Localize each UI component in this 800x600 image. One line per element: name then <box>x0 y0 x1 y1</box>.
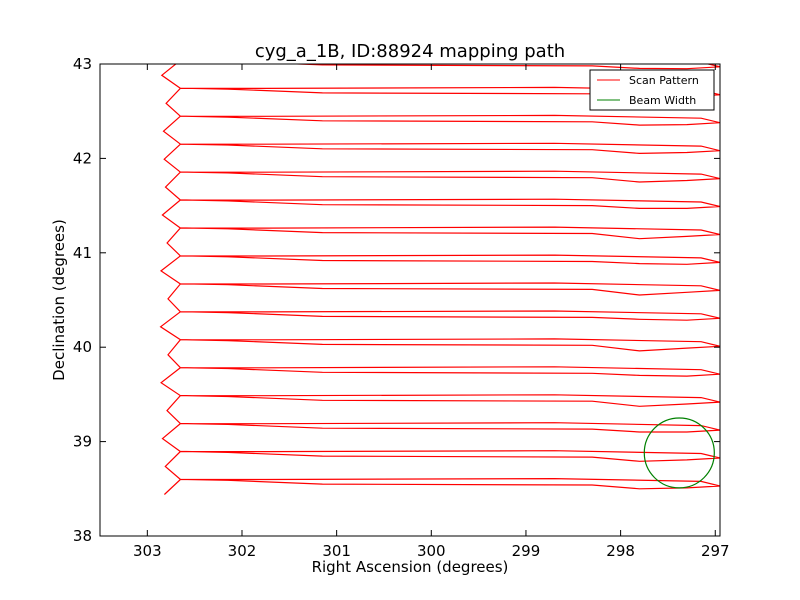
y-tick-label: 39 <box>73 433 92 451</box>
x-tick-label: 302 <box>228 542 257 560</box>
legend: Scan Pattern Beam Width <box>589 69 715 111</box>
plot-data-layer <box>159 64 720 495</box>
x-tick-label: 300 <box>417 542 446 560</box>
scan-pattern-line <box>159 64 720 495</box>
plot-frame <box>99 63 721 537</box>
x-tick-label: 301 <box>322 542 351 560</box>
x-tick-label: 298 <box>606 542 635 560</box>
x-tick-label: 297 <box>701 542 730 560</box>
axis-ticks: 303 302 301 300 299 298 297 38 39 40 41 42 43 <box>73 55 730 560</box>
x-axis-label: Right Ascension (degrees) <box>312 558 509 576</box>
beam-width-circle <box>643 417 715 489</box>
legend-box <box>589 69 715 111</box>
y-tick-label: 41 <box>73 244 92 262</box>
legend-scan-pattern-label: Scan Pattern <box>629 74 699 87</box>
y-axis-label: Declination (degrees) <box>50 219 68 381</box>
legend-beam-width-label: Beam Width <box>629 94 696 107</box>
y-tick-label: 42 <box>73 149 92 167</box>
x-tick-label: 299 <box>512 542 541 560</box>
y-tick-label: 38 <box>73 527 92 545</box>
y-tick-label: 43 <box>73 55 92 73</box>
x-tick-label: 303 <box>133 542 162 560</box>
chart-title: cyg_a_1B, ID:88924 mapping path <box>255 41 565 62</box>
y-tick-label: 40 <box>73 338 92 356</box>
